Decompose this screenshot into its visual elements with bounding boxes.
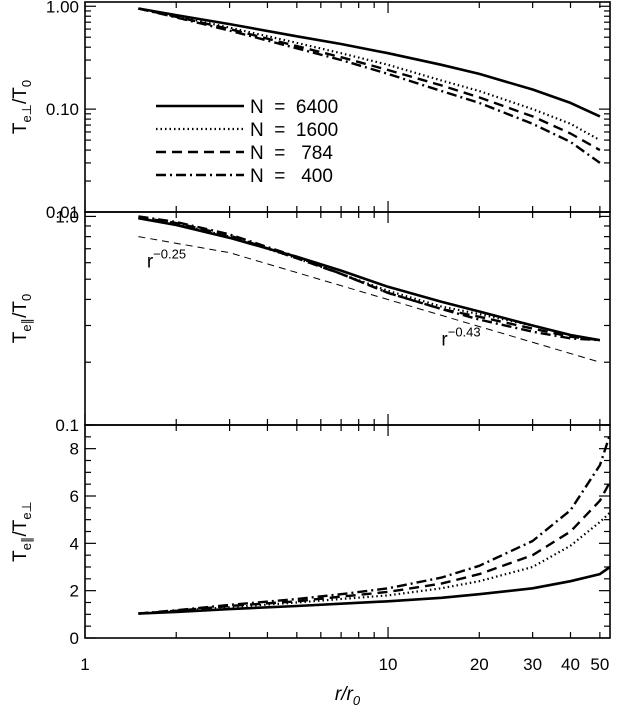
x-tick-label: 20 <box>470 655 489 674</box>
x-tick-label: 50 <box>590 655 609 674</box>
y-tick-label: 0.1 <box>55 416 79 435</box>
y-label-sub: e∥ <box>19 537 34 551</box>
series-line-solid <box>138 565 611 615</box>
annotation-base: r <box>147 251 154 272</box>
y-label-sub: e⊥ <box>19 104 34 123</box>
y-label-den: /T <box>10 519 31 536</box>
x-tick-label: 10 <box>379 655 398 674</box>
plot-frame <box>84 211 611 426</box>
series-line-dashdot <box>138 7 601 164</box>
y-label-den-sub: 0 <box>19 294 34 301</box>
legend-label: N = 784 <box>250 143 333 164</box>
y-axis-label: Te∥/T0 <box>10 294 34 343</box>
y-label-den: /T <box>10 301 31 318</box>
annotation-base: r <box>441 330 448 351</box>
panel-bottom: 0 2 4 6 8 Te∥/Te⊥ <box>10 424 612 648</box>
y-label-sub: e∥ <box>19 318 34 332</box>
y-label-den-sub: 0 <box>19 80 34 87</box>
y-axis-label: Te∥/Te⊥ <box>10 501 34 562</box>
x-axis-label: r/r0 <box>335 684 361 708</box>
x-axis: 1 10 20 30 40 50 r/r0 <box>80 655 609 708</box>
y-label-main: T <box>10 550 31 562</box>
series-line-dotted <box>138 511 611 615</box>
legend-label: N = 400 <box>250 166 333 187</box>
y-tick-label: 0 <box>70 629 79 648</box>
y-label-den: /T <box>10 87 31 104</box>
x-label-sub: 0 <box>353 693 361 708</box>
x-tick-label: 1 <box>80 655 89 674</box>
x-label-main: r/r <box>335 684 354 705</box>
y-tick-label: 6 <box>70 487 79 506</box>
panel-middle: 0.11.0Te∥/T0r−0.25r−0.43 <box>10 207 611 435</box>
y-axis-label: Te⊥/T0 <box>10 80 34 134</box>
y-tick-label: 4 <box>70 534 79 553</box>
y-label-main: T <box>10 331 31 343</box>
annotation: r−0.25 <box>147 246 186 272</box>
y-label-den-sub: e⊥ <box>19 501 34 520</box>
annotation: r−0.43 <box>441 325 480 351</box>
series-line-dotted <box>138 7 601 142</box>
series-line-dashed <box>138 216 601 342</box>
y-tick-label: 1.00 <box>46 0 79 16</box>
series-line-dashed <box>138 481 612 615</box>
annotation-exponent: −0.43 <box>448 325 481 340</box>
series-line-solid <box>138 216 601 342</box>
plot-frame <box>84 424 611 639</box>
annotation-exponent: −0.25 <box>153 246 186 261</box>
y-label-main: T <box>10 122 31 134</box>
series-line-dashdot <box>138 434 612 615</box>
series-line-solid <box>138 7 601 118</box>
y-tick-label: 1.0 <box>55 207 79 226</box>
legend-label: N = 1600 <box>250 120 338 141</box>
x-tick-label: 40 <box>561 655 580 674</box>
y-tick-label: 8 <box>70 440 79 459</box>
y-tick-label: 2 <box>70 582 79 601</box>
series-line-dashed <box>138 7 601 152</box>
legend-label: N = 6400 <box>250 97 338 118</box>
series-line-dashdot <box>138 215 600 342</box>
series-line-thin-dashed <box>138 236 601 363</box>
y-tick-label: 0.10 <box>46 100 79 119</box>
y-tick-label: 0.01 <box>46 203 79 222</box>
x-tick-label: 30 <box>523 655 542 674</box>
